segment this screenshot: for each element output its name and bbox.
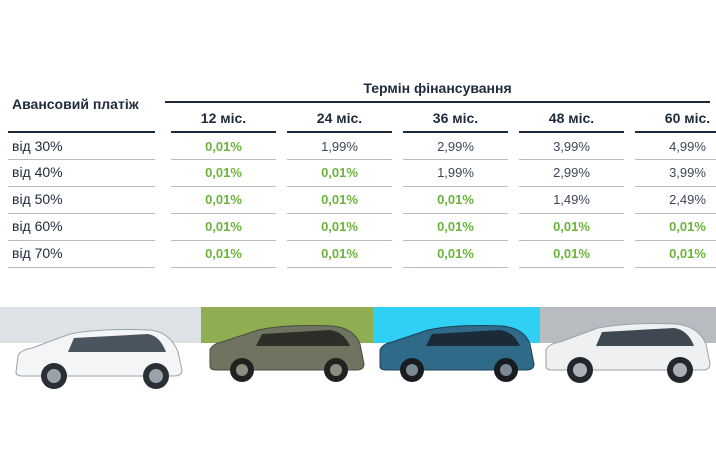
rate-cell: 1,99% [321, 139, 358, 154]
rate-cell: 0,01% [437, 192, 474, 207]
rate-cell: 1,99% [437, 165, 474, 180]
column-header-underline [635, 131, 716, 133]
row-header-underline [8, 131, 155, 133]
row-divider [8, 213, 155, 214]
rate-cell: 0,01% [205, 165, 242, 180]
group-header-underline [165, 101, 710, 103]
column-header-underline [519, 131, 624, 133]
cell-divider [403, 267, 508, 268]
car-white-suv [545, 323, 711, 383]
row-label: від 70% [12, 245, 63, 261]
rate-cell: 0,01% [205, 192, 242, 207]
rate-cell: 4,99% [669, 139, 706, 154]
row-divider [8, 159, 155, 160]
cell-divider [519, 240, 624, 241]
cell-divider [403, 240, 508, 241]
rate-cell: 0,01% [437, 246, 474, 261]
rate-cell: 3,99% [669, 165, 706, 180]
car-blue-suv [379, 325, 535, 382]
cell-divider [635, 240, 716, 241]
rate-cell: 3,99% [553, 139, 590, 154]
rate-cell: 0,01% [553, 219, 590, 234]
rate-cell: 2,49% [669, 192, 706, 207]
rate-cell: 0,01% [437, 219, 474, 234]
rate-cell: 0,01% [669, 219, 706, 234]
rate-cell: 0,01% [321, 165, 358, 180]
column-header: 60 міс. [664, 110, 711, 126]
cell-divider [403, 159, 508, 160]
cell-divider [519, 267, 624, 268]
rate-cell: 0,01% [321, 219, 358, 234]
cell-divider [287, 159, 392, 160]
car-olive-suv [209, 325, 365, 382]
row-header: Авансовий платіж [12, 96, 139, 112]
cell-divider [171, 186, 276, 187]
cell-divider [287, 267, 392, 268]
column-header-underline [403, 131, 508, 133]
rate-cell: 0,01% [205, 246, 242, 261]
column-header-underline [287, 131, 392, 133]
cell-divider [403, 186, 508, 187]
cell-divider [171, 267, 276, 268]
row-divider [8, 186, 155, 187]
column-header-underline [171, 131, 276, 133]
rate-cell: 0,01% [205, 219, 242, 234]
column-header: 24 міс. [316, 110, 363, 126]
rate-cell: 0,01% [205, 139, 242, 154]
rate-cell: 2,99% [553, 165, 590, 180]
cell-divider [403, 213, 508, 214]
cell-divider [635, 267, 716, 268]
cell-divider [171, 159, 276, 160]
cell-divider [519, 159, 624, 160]
cell-divider [635, 159, 716, 160]
cell-divider [287, 213, 392, 214]
rate-cell: 1,49% [553, 192, 590, 207]
column-header: 12 міс. [200, 110, 247, 126]
group-header: Термін фінансування [363, 80, 512, 96]
row-divider [8, 240, 155, 241]
cell-divider [635, 186, 716, 187]
rate-cell: 0,01% [553, 246, 590, 261]
car-white-hatchback [15, 329, 183, 389]
rate-cell: 0,01% [669, 246, 706, 261]
cell-divider [287, 240, 392, 241]
rate-cell: 0,01% [321, 246, 358, 261]
cell-divider [635, 213, 716, 214]
row-label: від 50% [12, 191, 63, 207]
cell-divider [171, 240, 276, 241]
row-divider [8, 267, 155, 268]
cell-divider [519, 186, 624, 187]
rate-cell: 0,01% [321, 192, 358, 207]
column-header: 48 міс. [548, 110, 595, 126]
rate-cell: 2,99% [437, 139, 474, 154]
row-label: від 40% [12, 164, 63, 180]
cell-divider [171, 213, 276, 214]
row-label: від 30% [12, 138, 63, 154]
column-header: 36 міс. [432, 110, 479, 126]
row-label: від 60% [12, 218, 63, 234]
cell-divider [519, 213, 624, 214]
cell-divider [287, 186, 392, 187]
